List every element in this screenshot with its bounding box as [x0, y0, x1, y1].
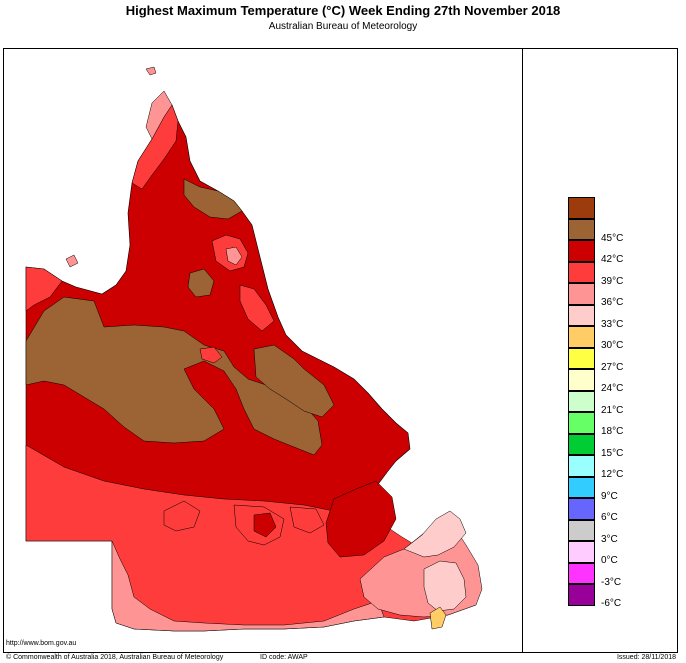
region-33-36-nw	[145, 66, 157, 76]
legend-swatch	[568, 240, 595, 262]
legend-tick-label: -3°C	[601, 576, 622, 588]
legend-tick-label: 27°C	[601, 361, 624, 373]
legend-tick-label: 6°C	[601, 512, 618, 523]
copyright-text: © Commonwealth of Australia 2018, Austra…	[6, 654, 224, 661]
legend-swatch	[568, 541, 595, 563]
queensland-temperature-map	[4, 49, 522, 652]
legend-tick-label: 39°C	[601, 275, 624, 287]
legend-swatch	[568, 412, 595, 434]
region-36-39-patch	[199, 346, 223, 364]
legend-tick-label: 15°C	[601, 447, 624, 459]
legend-tick-label: 36°C	[601, 297, 624, 308]
legend-tick-label: 12°C	[601, 469, 624, 480]
legend-swatch	[568, 261, 595, 283]
legend-tick-label: 9°C	[601, 490, 618, 502]
legend-swatch	[568, 476, 595, 498]
source-url: http://www.bom.gov.au	[6, 640, 77, 647]
region-39-42-south	[325, 480, 397, 558]
region-36-39-coast2	[239, 284, 275, 332]
region-42-45-central	[25, 296, 323, 456]
legend-tick-label: 24°C	[601, 383, 624, 394]
region-30-33-coast	[423, 560, 467, 612]
region-42-45-gulf	[183, 178, 243, 220]
region-33-36-cape	[145, 90, 173, 140]
legend-swatch	[568, 562, 595, 584]
region-30-33	[403, 510, 467, 558]
region-42-45-east	[253, 344, 335, 418]
legend-swatch	[568, 347, 595, 369]
legend-swatch	[568, 584, 595, 606]
region-39-42-patch	[253, 512, 277, 538]
legend-swatch	[568, 369, 595, 391]
legend-tick-label: 0°C	[601, 555, 618, 566]
legend-tick-label: 42°C	[601, 254, 624, 265]
legend-tick-label: 33°C	[601, 318, 624, 330]
region-33-36-coast	[225, 246, 243, 266]
id-code-text: ID code: AWAP	[260, 654, 308, 661]
legend-swatch	[568, 390, 595, 412]
legend-swatch	[568, 218, 595, 240]
legend-tick-label: 45°C	[601, 232, 624, 244]
issued-date: Issued: 28/11/2018	[616, 654, 676, 661]
map-title: Highest Maximum Temperature (°C) Week En…	[125, 3, 561, 18]
legend-swatch	[568, 197, 595, 219]
legend-tick-label: 21°C	[601, 404, 624, 416]
legend-tick-label: 30°C	[601, 340, 624, 351]
region-36-39-nw	[25, 266, 63, 312]
legend-swatch	[568, 304, 595, 326]
legend-swatch	[568, 519, 595, 541]
legend-tick-label: 18°C	[601, 426, 624, 437]
legend-tick-label: 3°C	[601, 533, 618, 545]
region-42-45-inland	[187, 268, 215, 298]
legend-swatch	[568, 498, 595, 520]
frame-divider	[522, 48, 523, 653]
region-36-39-patch4	[289, 506, 325, 534]
map-frame	[3, 48, 678, 653]
legend-swatch	[568, 283, 595, 305]
region-33-36-island	[65, 254, 79, 268]
legend-swatch	[568, 326, 595, 348]
map-subtitle: Australian Bureau of Meteorology	[268, 21, 418, 32]
region-36-39-patch2	[163, 500, 201, 532]
legend-tick-label: -6°C	[601, 598, 622, 609]
legend-swatch	[568, 455, 595, 477]
legend-swatch	[568, 433, 595, 455]
region-27-30	[429, 606, 447, 630]
